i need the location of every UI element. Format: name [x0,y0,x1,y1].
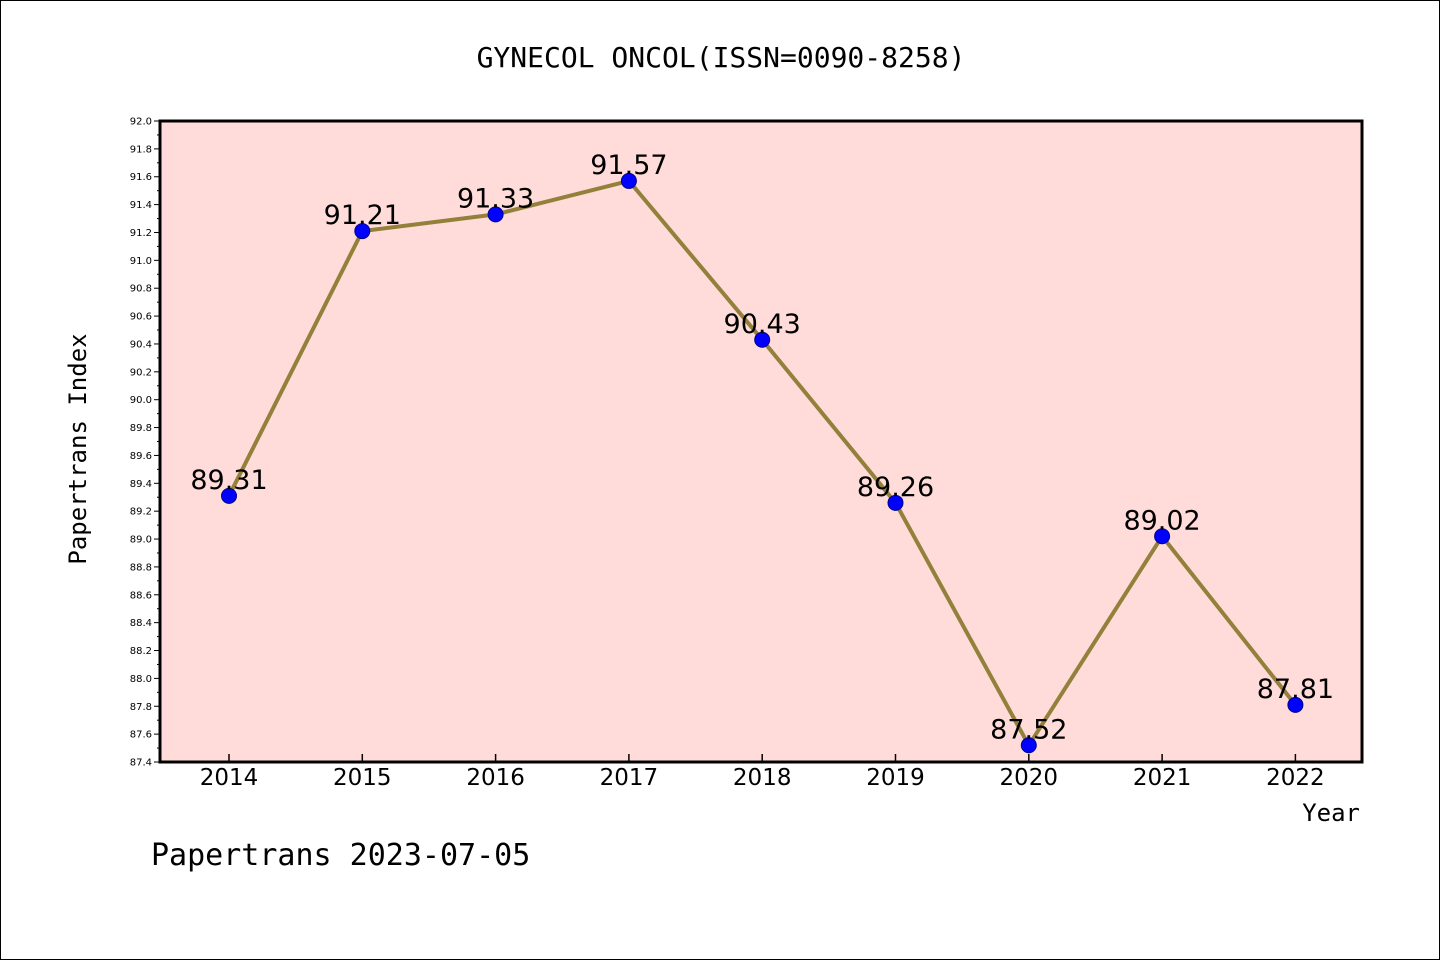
data-label: 90.43 [724,309,801,340]
y-tick-label: 89.6 [130,451,152,462]
data-label: 87.52 [990,714,1067,745]
y-tick-label: 89.0 [130,535,152,546]
y-tick-label: 90.6 [130,312,152,323]
y-tick-label: 89.2 [130,507,152,518]
x-axis-label: Year [1302,799,1360,827]
y-tick-label: 91.6 [130,172,152,183]
data-label: 91.21 [324,200,401,231]
data-point [1020,737,1037,754]
data-labels: 89.31 91.21 91.33 91.57 90.43 89.26 87.52 89.02… [190,150,1334,745]
data-point [221,487,237,504]
y-tick-label: 91.4 [130,200,152,211]
data-point [620,172,637,189]
y-tick-label: 89.8 [130,423,152,434]
y-tick-label: 88.6 [130,590,152,601]
data-label: 89.02 [1123,505,1200,536]
data-label: 89.26 [857,472,934,503]
chart-title: GYNECOL ONCOL(ISSN=0090-8258) [477,41,966,74]
y-tick-label: 88.2 [130,646,152,657]
y-tick-label: 88.8 [130,562,152,573]
y-tick-label: 92.0 [130,117,152,128]
y-tick-label: 91.2 [130,228,152,239]
y-axis-label: Papertrans Index [64,333,92,564]
data-label: 91.57 [590,150,667,181]
y-tick-label: 91.0 [130,256,152,267]
x-tick-label: 2020 [1000,765,1059,791]
data-label: 91.33 [457,183,534,214]
y-tick-label: 90.0 [130,395,152,406]
data-point [1154,528,1171,545]
y-tick-label: 89.4 [130,479,152,490]
data-label: 87.81 [1257,674,1334,705]
y-tick-label: 87.8 [130,702,152,713]
x-tick-label: 2018 [733,765,792,791]
x-tick-label: 2015 [333,765,392,791]
data-label: 89.31 [190,465,267,496]
y-tick-label: 87.4 [130,758,152,769]
data-point [754,331,771,348]
x-tick-label: 2017 [600,765,659,791]
y-tick-label: 87.6 [130,730,152,741]
x-axis: 2014 2015 2016 2017 2018 2019 2020 2021 2022 [200,754,1325,791]
y-tick-label: 90.8 [130,284,152,295]
y-tick-label: 90.2 [130,367,152,378]
x-tick-label: 2016 [466,765,525,791]
data-point [487,206,504,223]
y-tick-label: 91.8 [130,144,152,155]
data-point [354,223,371,240]
data-point [1287,696,1304,713]
x-tick-label: 2022 [1266,765,1325,791]
x-tick-label: 2019 [866,765,925,791]
y-tick-label: 88.4 [130,618,152,629]
x-tick-label: 2021 [1133,765,1192,791]
y-axis: 87.4 87.6 87.8 88.0 88.2 88.4 88.6 88.8 89.0 89.2… [130,117,160,769]
data-point [887,494,904,511]
footer-stamp: Papertrans 2023-07-05 [151,838,530,873]
data-points [221,172,1304,754]
x-tick-label: 2014 [200,765,259,791]
y-tick-label: 88.0 [130,674,152,685]
y-tick-label: 90.4 [130,339,152,350]
